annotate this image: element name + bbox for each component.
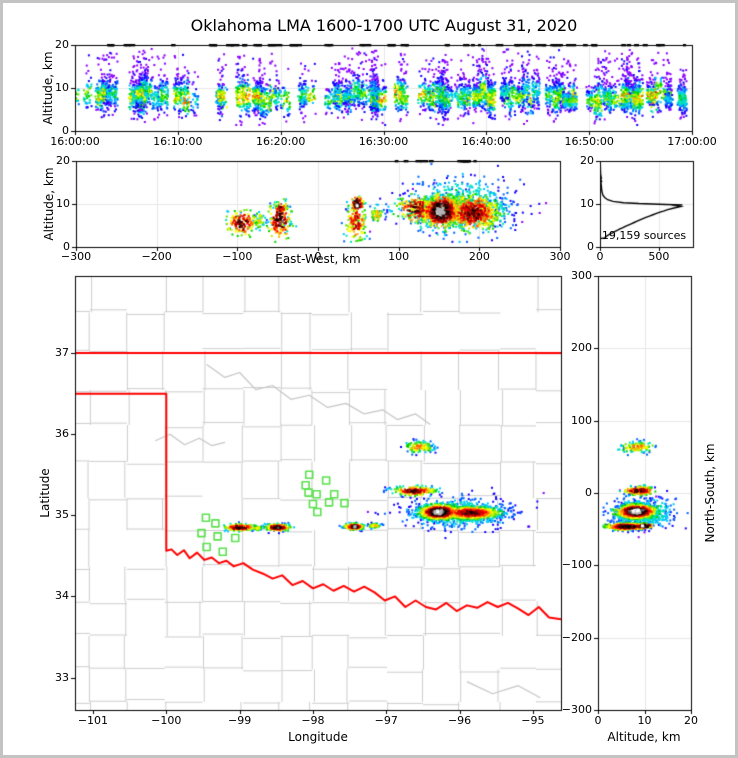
lma-plot-canvas	[3, 3, 735, 755]
